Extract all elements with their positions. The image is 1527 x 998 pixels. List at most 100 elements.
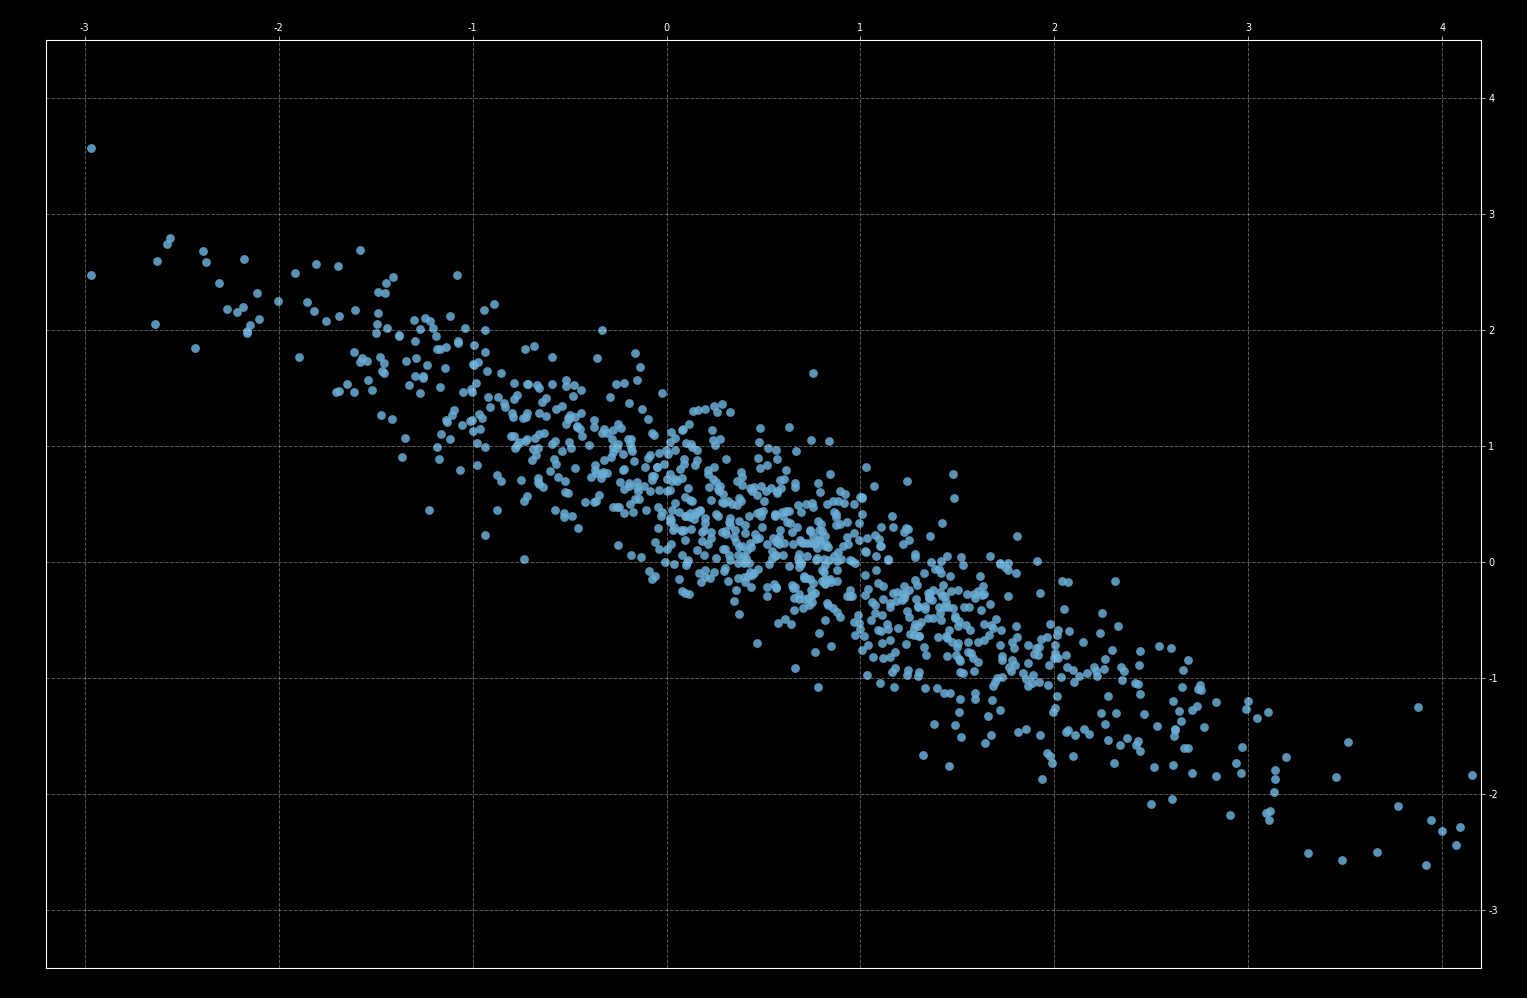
Point [596, 465, 620, 481]
Point [825, 553, 849, 569]
Point [762, 508, 786, 524]
Point [1049, 669, 1073, 685]
Point [698, 570, 722, 586]
Point [933, 589, 957, 605]
Point [1460, 766, 1484, 782]
Point [791, 535, 815, 551]
Point [817, 433, 841, 449]
Point [786, 559, 811, 575]
Point [906, 618, 930, 634]
Point [388, 326, 412, 342]
Point [935, 630, 959, 646]
Point [501, 391, 525, 407]
Point [560, 388, 585, 404]
Point [928, 553, 953, 569]
Point [996, 562, 1020, 578]
Point [1255, 705, 1280, 721]
Point [922, 561, 947, 577]
Point [687, 503, 712, 519]
Point [762, 576, 786, 592]
Point [767, 536, 791, 552]
Point [944, 647, 968, 663]
Point [808, 533, 832, 549]
Point [854, 544, 878, 560]
Point [710, 524, 734, 540]
Point [968, 568, 993, 584]
Point [342, 343, 366, 359]
Point [938, 622, 962, 638]
Point [849, 642, 873, 658]
Point [348, 354, 373, 370]
Point [835, 536, 860, 552]
Point [695, 462, 719, 478]
Point [629, 549, 654, 565]
Point [927, 561, 951, 577]
Point [1046, 650, 1070, 666]
Point [727, 539, 751, 555]
Point [684, 442, 709, 458]
Point [704, 551, 728, 567]
Point [661, 522, 686, 538]
Point [1038, 748, 1063, 764]
Point [921, 610, 945, 626]
Point [701, 565, 725, 581]
Point [1257, 812, 1281, 828]
Point [626, 483, 651, 499]
Point [764, 534, 788, 550]
Point [655, 483, 680, 499]
Point [725, 570, 750, 586]
Point [793, 591, 817, 607]
Point [1188, 677, 1212, 693]
Point [565, 419, 589, 435]
Point [1162, 728, 1186, 744]
Point [861, 650, 886, 666]
Point [687, 565, 712, 581]
Point [730, 539, 754, 555]
Point [989, 670, 1014, 686]
Point [918, 554, 942, 570]
Point [812, 571, 837, 587]
Point [931, 685, 956, 701]
Point [702, 437, 727, 453]
Point [724, 497, 748, 513]
Point [764, 507, 788, 523]
Point [324, 384, 348, 400]
Point [441, 402, 466, 418]
Point [1002, 658, 1026, 674]
Point [947, 614, 971, 630]
Point [962, 586, 986, 602]
Point [895, 667, 919, 683]
Point [643, 568, 667, 584]
Point [933, 595, 957, 611]
Point [704, 404, 728, 420]
Point [939, 583, 964, 599]
Point [693, 401, 718, 417]
Point [724, 583, 748, 599]
Point [745, 487, 770, 503]
Point [800, 576, 825, 592]
Point [765, 483, 789, 499]
Point [770, 547, 794, 563]
Point [579, 469, 603, 485]
Point [930, 515, 954, 531]
Point [481, 296, 505, 312]
Point [823, 506, 847, 522]
Point [722, 529, 747, 545]
Point [707, 431, 731, 447]
Point [806, 625, 831, 641]
Point [513, 433, 538, 449]
Point [902, 546, 927, 562]
Point [690, 533, 715, 549]
Point [661, 556, 686, 572]
Point [1161, 756, 1185, 772]
Point [745, 636, 770, 652]
Point [649, 504, 673, 520]
Point [957, 599, 982, 615]
Point [403, 367, 428, 383]
Point [582, 419, 606, 435]
Point [676, 586, 701, 602]
Point [812, 564, 837, 580]
Point [591, 464, 615, 480]
Point [690, 524, 715, 540]
Point [863, 597, 887, 613]
